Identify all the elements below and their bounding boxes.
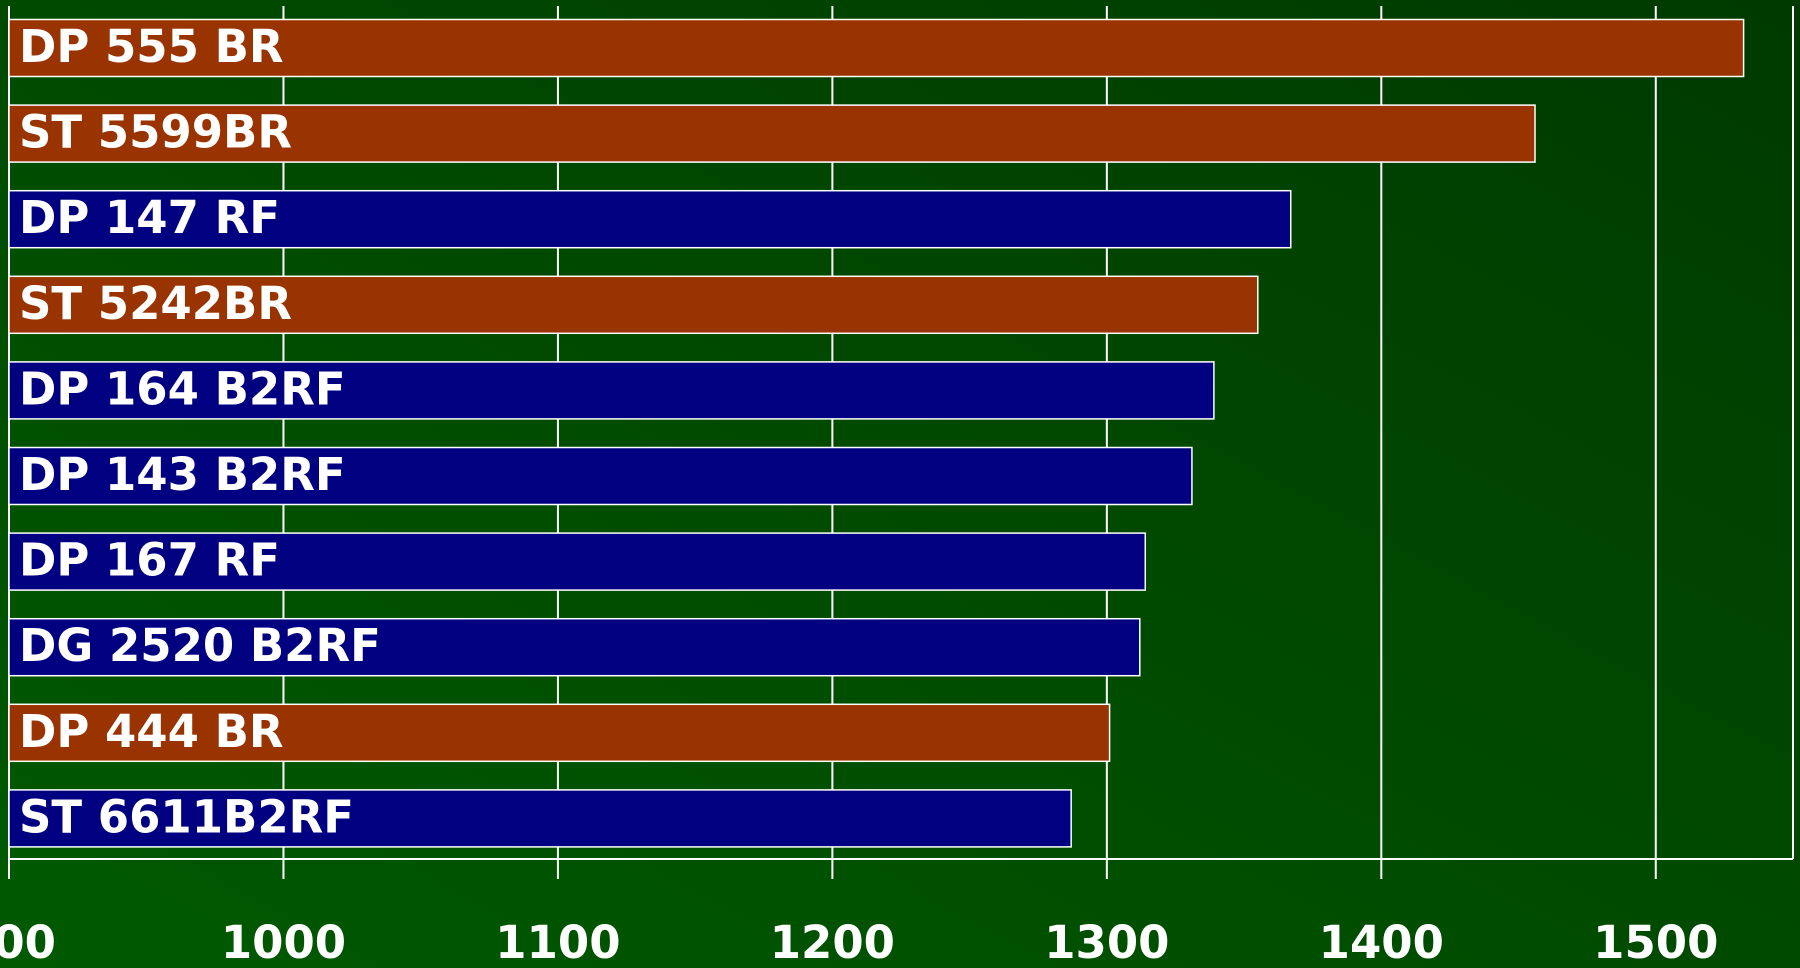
bar-label: DG 2520 B2RF	[19, 619, 381, 672]
bar	[8, 275, 1259, 335]
x-tick-label: 1100	[495, 916, 620, 968]
bar-label: ST 5242BR	[19, 277, 292, 330]
bar	[8, 18, 1745, 78]
bar-label: DP 147 RF	[19, 191, 280, 244]
bar	[8, 532, 1147, 591]
bar-label: ST 5599BR	[19, 106, 292, 159]
bar	[8, 361, 1215, 420]
x-tick-label: 1500	[1593, 916, 1718, 968]
x-tick-label: 1300	[1044, 916, 1169, 968]
bar	[8, 703, 1111, 763]
bar	[8, 446, 1193, 506]
x-tick-label: 900	[0, 916, 56, 968]
bar-label: DP 164 B2RF	[19, 362, 346, 415]
x-tick-label: 1000	[221, 916, 346, 968]
bar-label: DP 444 BR	[19, 705, 284, 758]
x-tick-label: 1400	[1319, 916, 1444, 968]
bar	[8, 789, 1072, 848]
x-tick-label: 1200	[770, 916, 895, 968]
bar	[8, 189, 1292, 249]
bar	[8, 617, 1141, 677]
bar-label: DP 167 RF	[19, 534, 280, 587]
bar-label: ST 6611B2RF	[19, 790, 354, 843]
bar-label: DP 555 BR	[19, 20, 284, 73]
bar	[8, 104, 1536, 163]
bar-label: DP 143 B2RF	[19, 448, 346, 501]
